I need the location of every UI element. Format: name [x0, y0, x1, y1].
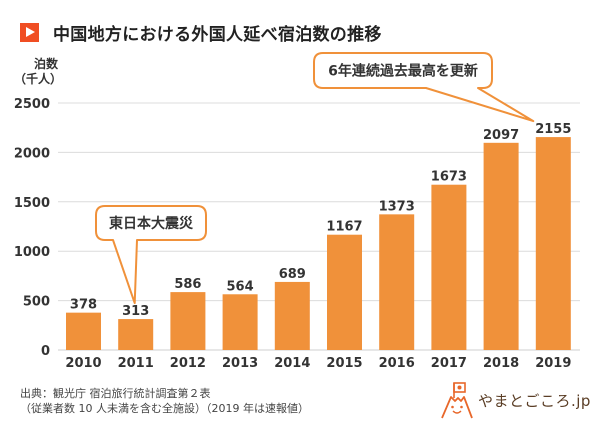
x-tick-label-2017: 2017 — [431, 356, 467, 371]
callout: 東日本大震災 — [95, 205, 207, 305]
bar-2012 — [170, 292, 206, 350]
y-tick-label: 2000 — [14, 146, 50, 161]
data-label-2019: 2155 — [535, 122, 571, 137]
bar-2010 — [66, 312, 101, 350]
bar-2017 — [431, 184, 467, 350]
source-line-2: （従業者数 10 人未満を含む全施設）（2019 年は速報値） — [20, 402, 309, 415]
play-icon — [20, 23, 39, 42]
bar-2014 — [274, 281, 310, 350]
bar-2018 — [483, 142, 519, 350]
mountain-flag-icon — [441, 382, 473, 419]
y-axis-unit-line1: 泊数 — [33, 57, 58, 71]
brand-logo: やまとごころ.jp — [440, 380, 591, 420]
bar-2019 — [535, 137, 571, 350]
x-tick-label-2013: 2013 — [222, 356, 258, 371]
bar-2011 — [118, 319, 154, 350]
y-axis-unit-label: 泊数 （千人） — [14, 57, 63, 87]
y-tick-label: 0 — [41, 344, 50, 359]
data-label-2011: 313 — [122, 304, 149, 319]
x-tick-label-2015: 2015 — [326, 356, 362, 371]
callout: 6年連続過去最高を更新 — [313, 52, 535, 123]
bars — [66, 137, 571, 350]
y-tick-label: 1500 — [14, 196, 50, 211]
y-axis-ticks: 0 500 1000 1500 2000 2500 — [14, 97, 50, 359]
data-label-2014: 689 — [279, 267, 306, 282]
y-tick-label: 2500 — [14, 97, 50, 112]
x-tick-label-2018: 2018 — [483, 356, 519, 371]
source-note: 出典：観光庁 宿泊旅行統計調査第２表 （従業者数 10 人未満を含む全施設）（2… — [20, 386, 309, 416]
chart-title-bar: 中国地方における外国人延べ宿泊数の推移 — [20, 20, 382, 45]
data-label-2012: 586 — [174, 277, 201, 292]
bar-2015 — [327, 234, 362, 350]
logo-text: やまとごころ.jp — [478, 391, 591, 410]
x-tick-label-2016: 2016 — [379, 356, 415, 371]
y-axis-unit-line2: （千人） — [14, 72, 63, 86]
callout-text: 東日本大震災 — [109, 215, 194, 232]
x-axis-ticks: 2010 2011 2012 2013 2014 2015 2016 2017 2018 2019 — [65, 356, 571, 371]
y-tick-label: 1000 — [14, 245, 50, 260]
data-label-2013: 564 — [227, 279, 254, 294]
callouts: 東日本大震災 6年連続過去最高を更新 — [95, 52, 535, 305]
source-line-1: 出典：観光庁 宿泊旅行統計調査第２表 — [20, 387, 211, 400]
bar-2013 — [222, 294, 258, 350]
x-tick-label-2011: 2011 — [118, 356, 154, 371]
callout-bubble — [313, 52, 535, 123]
data-labels: 378 313 586 564 689 1167 1373 1673 2097 2155 — [70, 122, 571, 319]
x-tick-label-2010: 2010 — [65, 356, 101, 371]
data-label-2010: 378 — [70, 298, 97, 313]
data-label-2016: 1373 — [379, 199, 415, 214]
x-tick-label-2012: 2012 — [170, 356, 206, 371]
bar-2016 — [379, 214, 415, 350]
chart-title: 中国地方における外国人延べ宿泊数の推移 — [53, 25, 382, 45]
data-label-2017: 1673 — [431, 170, 467, 185]
data-label-2018: 2097 — [483, 128, 519, 143]
data-label-2015: 1167 — [326, 220, 362, 235]
x-tick-label-2014: 2014 — [274, 356, 310, 371]
x-tick-label-2019: 2019 — [535, 356, 571, 371]
y-tick-label: 500 — [23, 295, 50, 310]
callout-text: 6年連続過去最高を更新 — [328, 63, 478, 80]
callout-bubble — [95, 205, 207, 305]
